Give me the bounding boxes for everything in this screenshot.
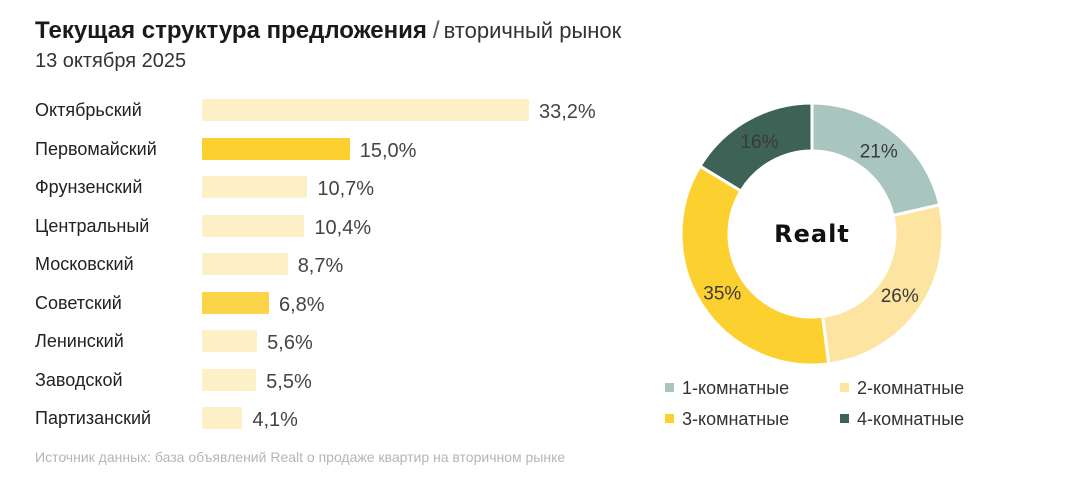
bar xyxy=(202,330,258,352)
bar xyxy=(202,176,308,198)
chart-header: Текущая структура предложения / вторичный … xyxy=(35,14,621,73)
bar-chart: Октябрьский 33,2% Первомайский 15,0% Фрунзен… xyxy=(35,99,596,431)
donut-slice-label: 26% xyxy=(881,286,919,307)
donut-slice-label: 21% xyxy=(860,141,898,162)
bar xyxy=(202,253,288,275)
bar-label: Центральный xyxy=(35,215,150,236)
legend-swatch xyxy=(840,383,849,392)
bar xyxy=(202,99,529,121)
title-separator: / xyxy=(432,17,440,44)
legend-item: 2-комнатные xyxy=(840,376,964,400)
bar-value-label: 5,6% xyxy=(267,332,313,354)
realt-logo: Realt xyxy=(774,220,850,248)
bar-label: Партизанский xyxy=(35,408,152,428)
bar-value-label: 6,8% xyxy=(278,293,325,316)
legend-label: 1-комнатные xyxy=(682,378,790,398)
bar xyxy=(202,214,305,237)
bar-value-label: 33,2% xyxy=(539,101,596,123)
legend-item: 3-комнатные xyxy=(665,407,789,431)
legend-item: 1-комнатные xyxy=(665,376,789,400)
bar-label: Фрунзенский xyxy=(35,177,143,197)
bar xyxy=(202,137,350,160)
bar-label: Ленинский xyxy=(35,331,124,351)
data-source-note: Источник данных: база объявлений Realt о… xyxy=(35,449,566,465)
donut-slice xyxy=(679,164,831,367)
donut-slice xyxy=(697,101,814,194)
bar-label: Советский xyxy=(35,292,122,313)
chart-title: Текущая структура предложения xyxy=(35,17,427,44)
chart-date: 13 октября 2025 xyxy=(35,50,187,72)
donut-slice-label: 35% xyxy=(703,283,741,304)
bar-value-label: 5,5% xyxy=(266,370,312,393)
donut-chart: 21% 26% 35% 16% Realt xyxy=(679,101,945,367)
bar-value-label: 8,7% xyxy=(297,255,344,277)
bar-label: Октябрьский xyxy=(35,100,142,120)
chart-subtitle: вторичный рынок xyxy=(443,18,622,43)
title-line: Текущая структура предложения / вторичный … xyxy=(35,14,621,48)
legend-label: 3-комнатные xyxy=(682,409,790,429)
bar-value-label: 10,4% xyxy=(314,216,372,239)
bar-label: Заводской xyxy=(35,369,123,390)
bar-label: Первомайский xyxy=(35,138,157,159)
bar-value-label: 15,0% xyxy=(359,139,417,162)
bar-label: Московский xyxy=(35,254,134,274)
bar xyxy=(202,368,257,391)
legend-swatch xyxy=(840,414,849,423)
legend-swatch xyxy=(665,414,674,423)
legend-swatch xyxy=(665,383,674,392)
legend-item: 4-комнатные xyxy=(840,407,964,431)
bar-value-label: 10,7% xyxy=(317,178,375,200)
donut-slice-label: 16% xyxy=(740,132,778,153)
bar-value-label: 4,1% xyxy=(252,409,298,431)
legend-label: 2-комнатные xyxy=(857,378,965,398)
bar xyxy=(202,407,243,429)
legend-label: 4-комнатные xyxy=(857,409,965,429)
bar xyxy=(202,291,269,314)
